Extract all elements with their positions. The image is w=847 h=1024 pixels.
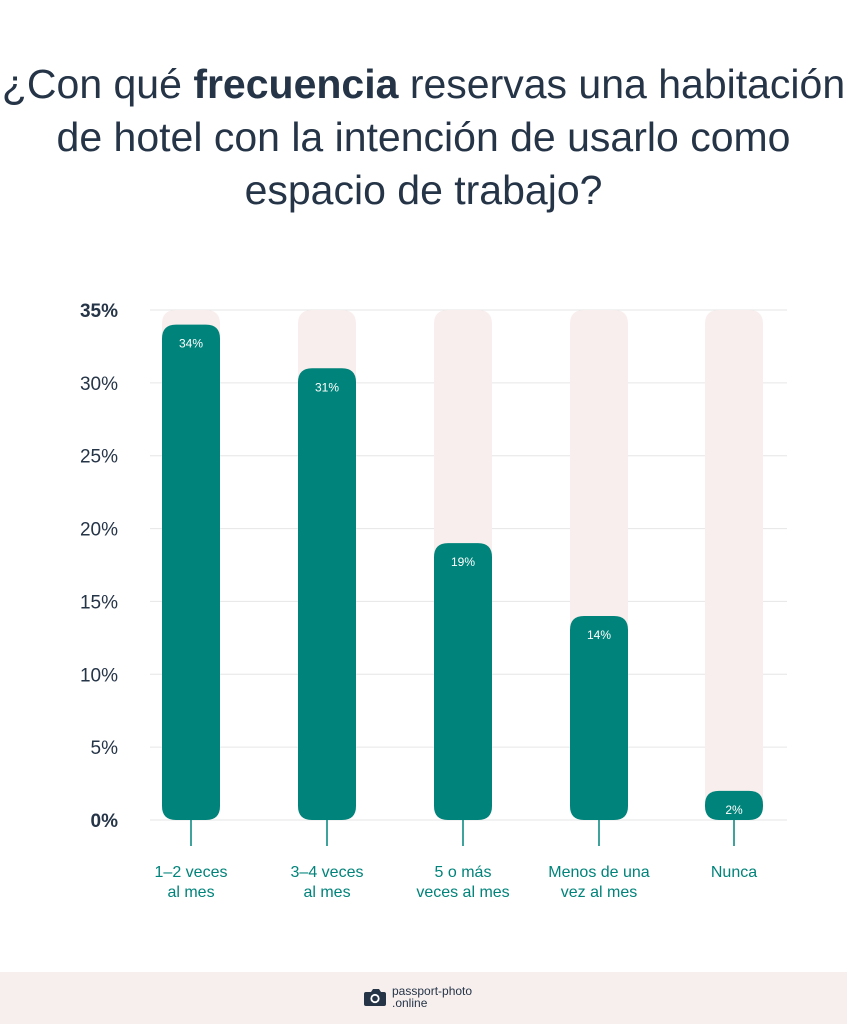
title-text-start: ¿Con qué <box>1 61 194 107</box>
bar-value-label: 19% <box>451 555 475 569</box>
footer-bar: passport-photo .online <box>0 972 847 1024</box>
y-tick-label: 25% <box>80 447 118 468</box>
brand-name-line2: .online <box>392 996 428 1010</box>
brand-logo: passport-photo .online <box>362 984 472 1010</box>
camera-icon <box>364 989 386 1006</box>
x-category-label: Nunca <box>711 864 757 881</box>
bar-chart: 0% 5% 10% 15% 20% 25% 30% 35% 34% 1–2 veces al mes… <box>80 301 787 901</box>
chart-title: ¿Con qué frecuencia reservas una habitac… <box>0 58 847 217</box>
title-text-emphasis: frecuencia <box>193 61 399 107</box>
bar-value-label: 2% <box>725 803 743 817</box>
bar <box>705 790 763 820</box>
x-category-label: al mes <box>303 884 350 901</box>
bar <box>298 368 356 820</box>
y-tick-label: 10% <box>80 665 118 686</box>
x-category-label: veces al mes <box>416 884 509 901</box>
bar-value-label: 34% <box>179 337 203 351</box>
x-category-label: 3–4 veces <box>291 864 364 881</box>
brand-name: passport-photo .online <box>392 985 472 1009</box>
y-tick-label: 35% <box>80 301 118 322</box>
y-tick-label: 30% <box>80 374 118 395</box>
y-tick-label: 5% <box>91 738 119 759</box>
y-tick-label: 20% <box>80 520 118 541</box>
bar-track <box>705 310 763 820</box>
x-category-label: 5 o más <box>435 864 492 881</box>
x-category-label: Menos de una <box>548 864 650 881</box>
title-text-end: reservas una habitación de hotel con la … <box>56 61 846 213</box>
brand-name-line1: passport-photo <box>392 984 473 998</box>
bar <box>434 543 492 820</box>
y-tick-label: 0% <box>91 811 119 832</box>
x-category-label: vez al mes <box>561 884 637 901</box>
x-category-label: 1–2 veces <box>155 864 228 881</box>
y-tick-label: 15% <box>80 592 118 613</box>
x-category-label: al mes <box>167 884 214 901</box>
bar-value-label: 31% <box>315 380 339 394</box>
bar <box>570 616 628 820</box>
bar <box>162 324 220 820</box>
bar-value-label: 14% <box>587 628 611 642</box>
